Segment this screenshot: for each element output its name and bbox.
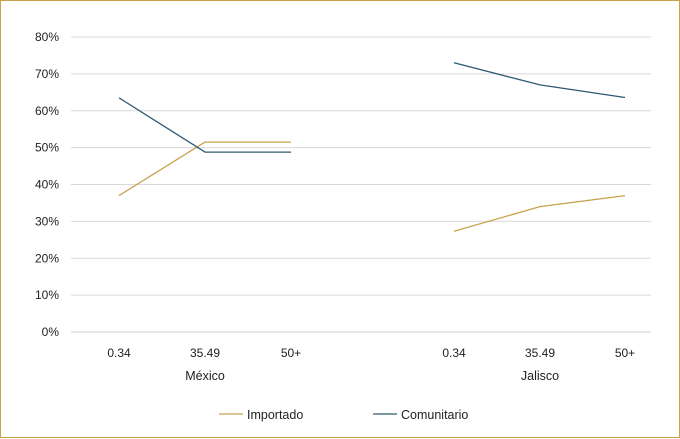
- x-tick-label: 50+: [281, 346, 301, 360]
- group-label: México: [185, 369, 225, 383]
- series-line: [118, 141, 291, 197]
- y-tick-label: 50%: [35, 141, 59, 155]
- series-line: [118, 97, 291, 153]
- y-tick-label: 40%: [35, 178, 59, 192]
- y-tick-label: 70%: [35, 67, 59, 81]
- y-tick-label: 20%: [35, 251, 59, 265]
- x-tick-label: 35.49: [190, 346, 220, 360]
- y-tick-label: 10%: [35, 288, 59, 302]
- group-label: Jalisco: [521, 369, 559, 383]
- y-tick-label: 0%: [42, 325, 60, 339]
- x-tick-label: 0.34: [107, 346, 131, 360]
- y-tick-label: 30%: [35, 214, 59, 228]
- x-tick-label: 50+: [615, 346, 635, 360]
- y-tick-label: 60%: [35, 104, 59, 118]
- legend-label: Importado: [247, 408, 303, 422]
- series-line: [453, 194, 626, 232]
- legend-label: Comunitario: [401, 408, 468, 422]
- series-line: [453, 62, 626, 99]
- x-tick-label: 35.49: [525, 346, 555, 360]
- x-tick-label: 0.34: [442, 346, 466, 360]
- y-tick-label: 80%: [35, 30, 59, 44]
